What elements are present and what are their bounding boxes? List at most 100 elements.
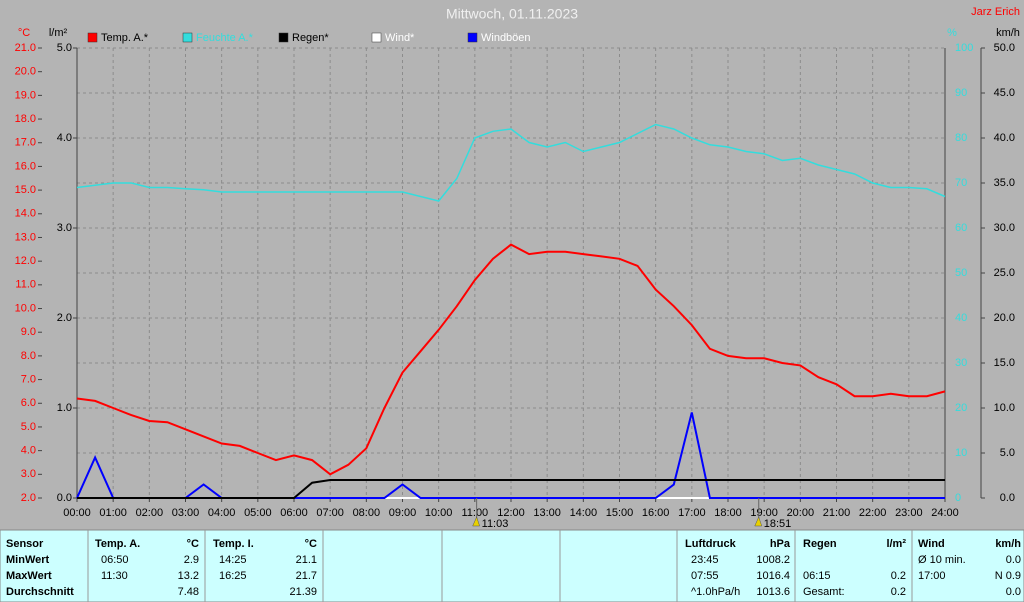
y-tick-label: 21.0: [15, 42, 36, 54]
y4-tick-label: 40.0: [994, 132, 1015, 144]
table-cell: 06:50: [101, 554, 129, 566]
y2-tick-label: 1.0: [57, 402, 72, 414]
x-tick-label: 02:00: [136, 507, 164, 519]
table-header: Wind: [918, 538, 945, 550]
table-cell: 0.0: [1006, 554, 1021, 566]
y2-tick-label: 0.0: [57, 492, 72, 504]
table-cell: 16:25: [219, 570, 247, 582]
legend-label: Windböen: [481, 32, 531, 44]
x-tick-label: 17:00: [678, 507, 706, 519]
annotation-icon: [754, 516, 763, 527]
y2-tick-label: 5.0: [57, 42, 72, 54]
x-tick-label: 22:00: [859, 507, 887, 519]
y-axis-title: °C: [18, 27, 30, 39]
legend-swatch: [182, 32, 193, 43]
y3-tick-label: 70: [955, 177, 967, 189]
y3-tick-label: 50: [955, 267, 967, 279]
table-cell: 23:45: [691, 554, 719, 566]
y4-tick-label: 25.0: [994, 267, 1015, 279]
y2-tick-label: 2.0: [57, 312, 72, 324]
y-tick-label: 4.0: [21, 445, 36, 457]
table-cell: 17:00: [918, 570, 946, 582]
y4-tick-label: 5.0: [1000, 447, 1015, 459]
annotation-label: 18:51: [764, 518, 792, 530]
x-tick-label: 20:00: [787, 507, 815, 519]
table-cell: 07:55: [691, 570, 719, 582]
table-cell: 1008.2: [756, 554, 790, 566]
x-tick-label: 15:00: [606, 507, 634, 519]
y4-tick-label: 35.0: [994, 177, 1015, 189]
y3-tick-label: 90: [955, 87, 967, 99]
table-row-label: Durchschnitt: [6, 586, 74, 598]
y3-tick-label: 0: [955, 492, 961, 504]
y-tick-label: 3.0: [21, 468, 36, 480]
y2-tick-label: 4.0: [57, 132, 72, 144]
chart-title: Mittwoch, 01.11.2023: [446, 6, 578, 22]
y-tick-label: 6.0: [21, 397, 36, 409]
annotation-label: 11:03: [482, 518, 509, 530]
table-header: °C: [305, 538, 317, 550]
y3-axis-title: %: [947, 27, 957, 39]
x-tick-label: 23:00: [895, 507, 923, 519]
y-tick-label: 5.0: [21, 421, 36, 433]
series-line: [77, 479, 945, 499]
legend-label: Wind*: [385, 32, 415, 44]
table-cell: 06:15: [803, 570, 831, 582]
y-tick-label: 2.0: [21, 492, 36, 504]
x-tick-label: 19:00: [750, 507, 778, 519]
table-cell: 13.2: [178, 570, 199, 582]
x-tick-label: 21:00: [823, 507, 851, 519]
table-cell: 21.7: [296, 570, 317, 582]
y3-tick-label: 100: [955, 42, 973, 54]
table-row-label: MaxWert: [6, 570, 52, 582]
table-cell: 21.1: [296, 554, 317, 566]
table-cell: 2.9: [184, 554, 199, 566]
legend-swatch: [278, 32, 289, 43]
x-tick-label: 03:00: [172, 507, 200, 519]
x-tick-label: 08:00: [353, 507, 381, 519]
y-tick-label: 8.0: [21, 350, 36, 362]
table-cell: 0.2: [891, 570, 906, 582]
table-cell: 11:30: [101, 570, 128, 582]
y3-tick-label: 20: [955, 402, 967, 414]
y3-tick-label: 10: [955, 447, 967, 459]
y-tick-label: 18.0: [15, 113, 36, 125]
x-tick-label: 00:00: [63, 507, 91, 519]
y-tick-label: 17.0: [15, 137, 36, 149]
x-tick-label: 01:00: [99, 507, 127, 519]
y-tick-label: 13.0: [15, 231, 36, 243]
table-header: hPa: [770, 538, 791, 550]
author: Jarz Erich: [971, 6, 1020, 18]
y-tick-label: 20.0: [15, 66, 36, 78]
table-header: l/m²: [886, 538, 906, 550]
table-header: Temp. A.: [95, 538, 140, 550]
y2-axis-title: l/m²: [49, 27, 68, 39]
y-tick-label: 16.0: [15, 160, 36, 172]
y-tick-label: 19.0: [15, 89, 36, 101]
legend-label: Temp. A.*: [101, 32, 149, 44]
table-header: Temp. I.: [213, 538, 254, 550]
table-header: Regen: [803, 538, 837, 550]
table-cell: 1013.6: [756, 586, 790, 598]
x-tick-label: 04:00: [208, 507, 236, 519]
x-tick-label: 11:00: [461, 507, 488, 519]
table-cell: ^1.0hPa/h: [691, 586, 740, 598]
y-tick-label: 9.0: [21, 326, 36, 338]
table-background: [0, 529, 1024, 602]
x-tick-label: 18:00: [714, 507, 742, 519]
y4-tick-label: 30.0: [994, 222, 1015, 234]
x-tick-label: 07:00: [316, 507, 344, 519]
table-cell: 0.0: [1006, 586, 1021, 598]
y4-tick-label: 45.0: [994, 87, 1015, 99]
legend-swatch: [467, 32, 478, 43]
y3-tick-label: 60: [955, 222, 967, 234]
table-cell: Ø 10 min.: [918, 554, 966, 566]
table-cell: 14:25: [219, 554, 247, 566]
table-row-label: MinWert: [6, 554, 50, 566]
legend-label: Feuchte A.*: [196, 32, 254, 44]
series-line: [76, 243, 946, 476]
y-tick-label: 15.0: [15, 184, 36, 196]
x-tick-label: 09:00: [389, 507, 417, 519]
x-tick-label: 12:00: [497, 507, 525, 519]
table-header: °C: [187, 538, 199, 550]
